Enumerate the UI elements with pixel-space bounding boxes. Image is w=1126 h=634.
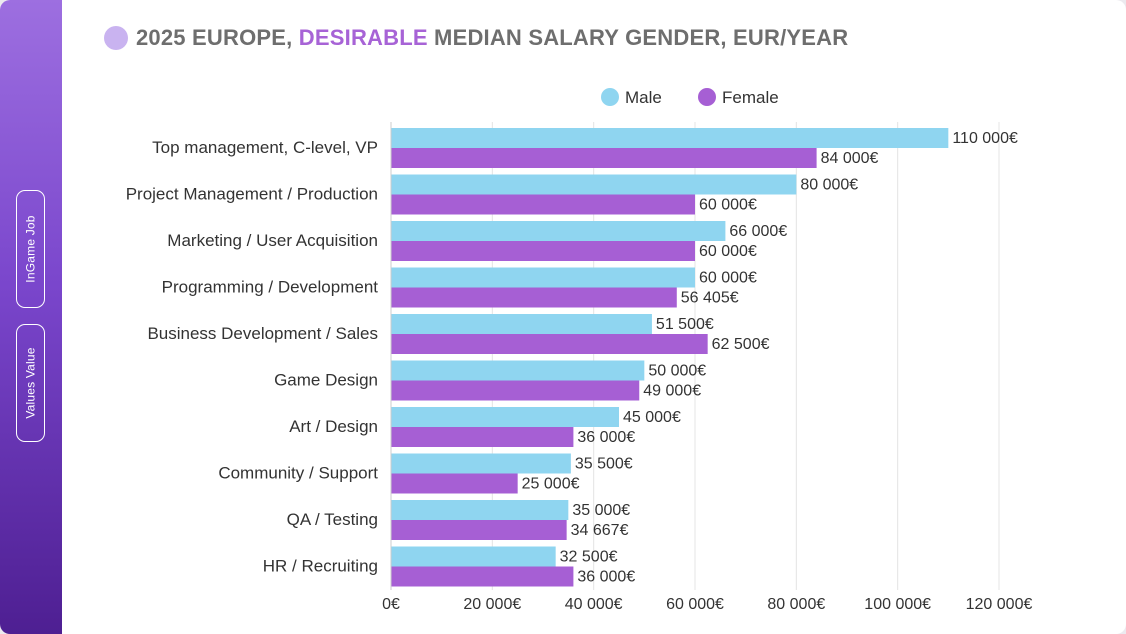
x-tick-label: 0€ — [382, 596, 400, 613]
bar-female[interactable] — [391, 194, 695, 215]
data-label: 36 000€ — [577, 429, 635, 446]
data-label: 110 000€ — [952, 130, 1018, 147]
bar-male[interactable] — [391, 128, 949, 148]
category-label: Game Design — [274, 371, 378, 390]
bar-male[interactable] — [391, 360, 645, 381]
bar-male[interactable] — [391, 500, 569, 520]
data-label: 66 000€ — [729, 223, 787, 240]
data-label: 32 500€ — [560, 549, 618, 566]
x-tick-label: 40 000€ — [565, 596, 623, 613]
legend-label-female[interactable]: Female — [722, 88, 779, 107]
data-label: 35 000€ — [572, 502, 630, 519]
x-tick-label: 60 000€ — [666, 596, 724, 613]
bar-male[interactable] — [391, 546, 556, 567]
legend-swatch-female[interactable] — [698, 88, 716, 106]
bar-female[interactable] — [391, 334, 708, 354]
title-suffix: MEDIAN SALARY GENDER, EUR/YEAR — [427, 25, 849, 50]
title-bullet-icon — [104, 26, 128, 50]
data-label: 60 000€ — [699, 270, 757, 287]
category-label: HR / Recruiting — [263, 557, 378, 576]
category-label: Art / Design — [289, 417, 378, 436]
data-label: 35 500€ — [575, 456, 633, 473]
x-tick-label: 100 000€ — [864, 596, 931, 613]
category-label: QA / Testing — [287, 510, 378, 529]
data-label: 84 000€ — [821, 150, 879, 167]
bar-female[interactable] — [391, 520, 567, 540]
legend-label-male[interactable]: Male — [625, 88, 662, 107]
data-label: 49 000€ — [643, 383, 701, 400]
x-tick-label: 80 000€ — [767, 596, 825, 613]
chart-header: 2025 EUROPE, DESIRABLE MEDIAN SALARY GEN… — [104, 24, 848, 52]
data-label: 80 000€ — [800, 177, 858, 194]
bar-male[interactable] — [391, 267, 695, 288]
sidebar-tab-values[interactable]: Values Value — [16, 324, 45, 442]
data-label: 45 000€ — [623, 409, 681, 426]
bar-male[interactable] — [391, 453, 571, 474]
data-label: 50 000€ — [648, 363, 706, 380]
data-label: 62 500€ — [712, 336, 770, 353]
category-label: Community / Support — [218, 464, 378, 483]
data-label: 51 500€ — [656, 316, 714, 333]
bar-male[interactable] — [391, 174, 797, 195]
bar-male[interactable] — [391, 407, 619, 427]
bar-male[interactable] — [391, 314, 652, 334]
x-tick-label: 20 000€ — [463, 596, 521, 613]
x-tick-label: 120 000€ — [966, 596, 1033, 613]
bar-female[interactable] — [391, 427, 574, 447]
bar-female[interactable] — [391, 380, 640, 401]
category-label: Top management, C-level, VP — [152, 138, 378, 157]
data-label: 36 000€ — [577, 569, 635, 586]
title-prefix: 2025 EUROPE, — [136, 25, 299, 50]
category-label: Marketing / User Acquisition — [167, 231, 378, 250]
bar-female[interactable] — [391, 241, 695, 261]
title-accent: DESIRABLE — [298, 25, 428, 50]
bar-female[interactable] — [391, 566, 574, 587]
data-label: 60 000€ — [699, 197, 757, 214]
data-label: 34 667€ — [571, 522, 629, 539]
sidebar-tab-ingame-job[interactable]: InGame Job — [16, 190, 45, 308]
sidebar: InGame Job Values Value — [0, 0, 62, 634]
data-label: 56 405€ — [681, 290, 739, 307]
category-label: Project Management / Production — [126, 185, 378, 204]
category-label: Business Development / Sales — [147, 324, 378, 343]
bar-male[interactable] — [391, 221, 726, 241]
bar-female[interactable] — [391, 287, 677, 308]
bar-female[interactable] — [391, 473, 518, 494]
data-label: 60 000€ — [699, 243, 757, 260]
page-title: 2025 EUROPE, DESIRABLE MEDIAN SALARY GEN… — [136, 25, 848, 51]
legend-swatch-male[interactable] — [601, 88, 619, 106]
data-label: 25 000€ — [522, 476, 580, 493]
bar-female[interactable] — [391, 148, 817, 168]
category-label: Programming / Development — [162, 278, 379, 297]
